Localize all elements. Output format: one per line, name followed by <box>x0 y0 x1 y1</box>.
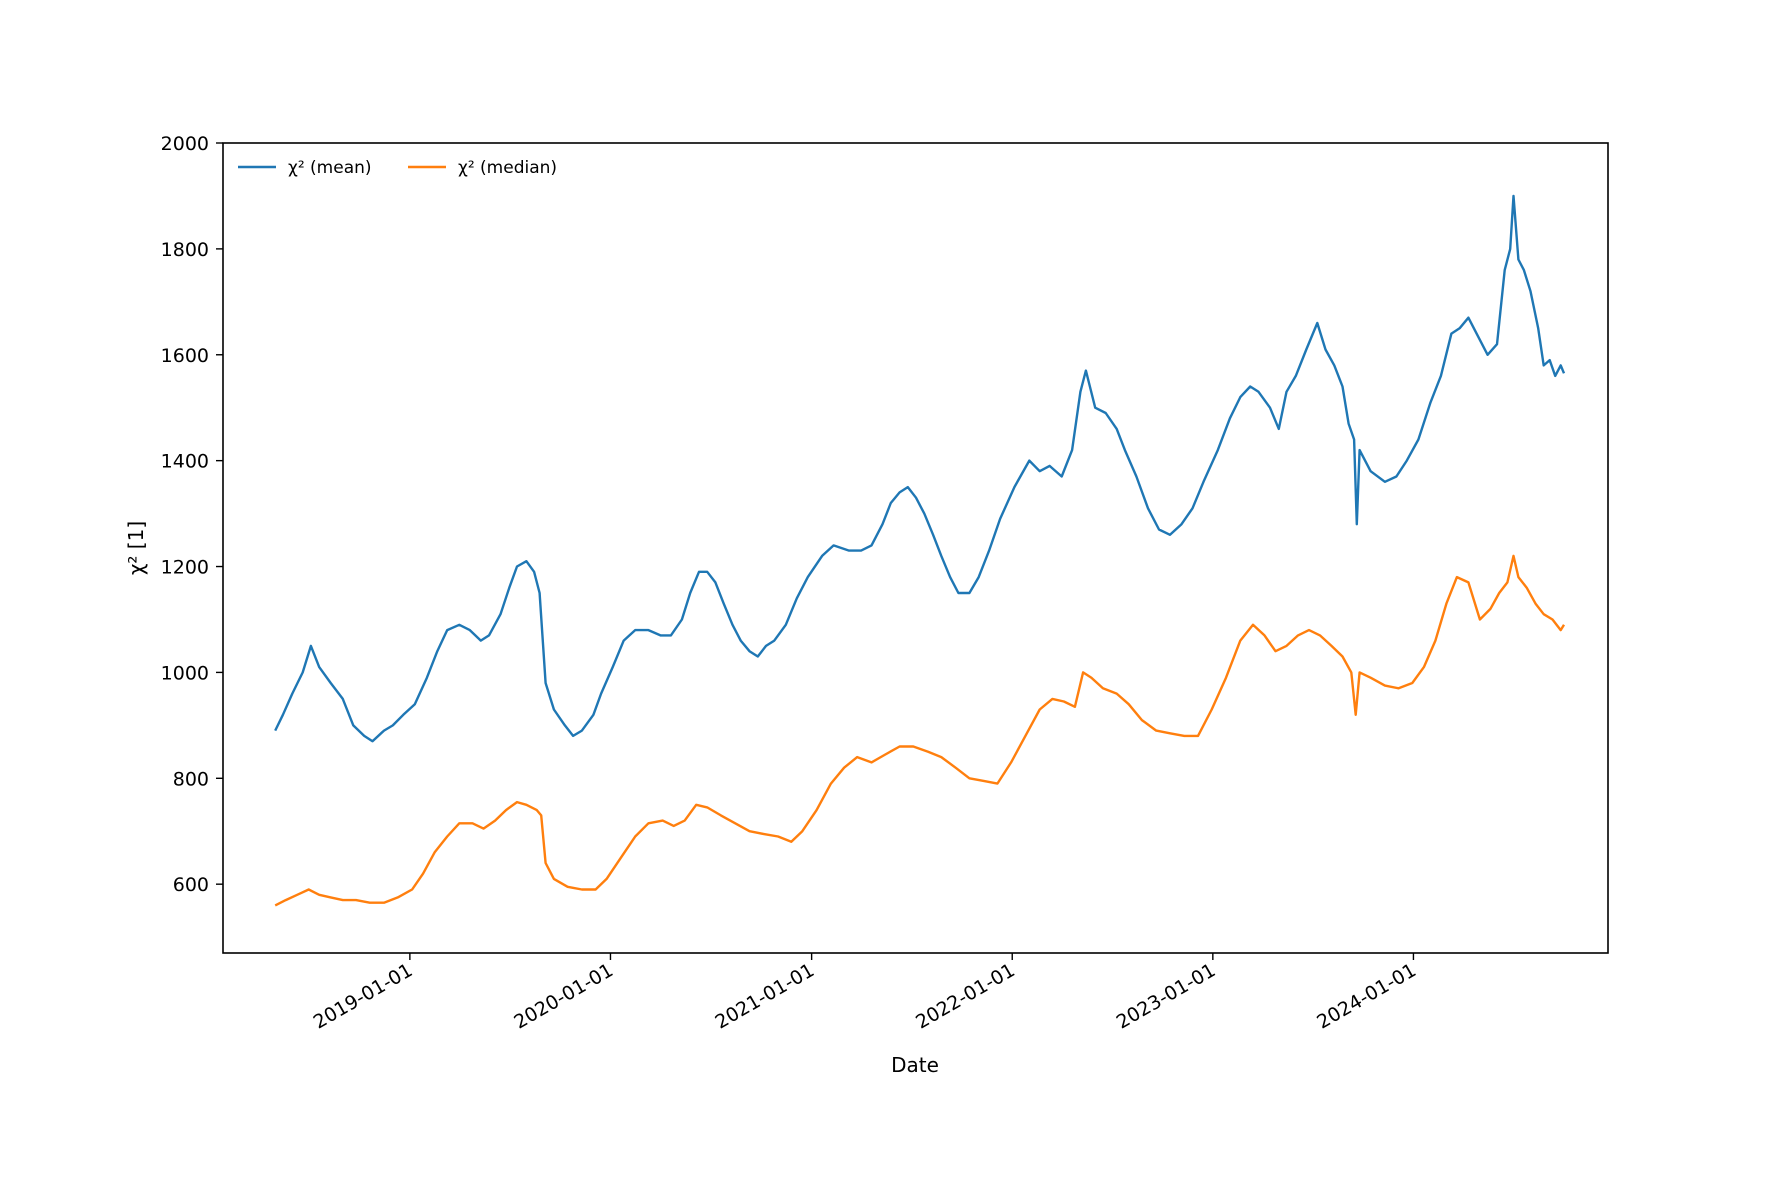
y-tick-label-2: 1000 <box>161 662 209 684</box>
plot-frame <box>222 142 1609 954</box>
series-line-0 <box>274 194 1566 743</box>
series-layer <box>274 194 1566 907</box>
y-axis-label: χ² [1] <box>124 521 148 575</box>
y-tick-label-3: 1200 <box>161 557 209 579</box>
legend-label-median: χ² (median) <box>458 158 557 178</box>
y-tick-label-5: 1600 <box>161 345 209 367</box>
y-tick-label-1: 800 <box>173 768 209 790</box>
legend-label-mean: χ² (mean) <box>288 158 372 178</box>
y-tick-label-4: 1400 <box>161 451 209 473</box>
x-axis-label: Date <box>891 1053 939 1077</box>
y-tick-label-6: 1800 <box>161 239 209 261</box>
series-line-1 <box>274 554 1566 907</box>
y-tick-label-0: 600 <box>173 874 209 896</box>
y-tick-label-7: 2000 <box>161 133 209 155</box>
y-axis: 600 800 1000 1200 1400 1600 1800 2000 <box>161 133 223 896</box>
legend: χ² (mean) χ² (median) <box>238 158 557 178</box>
